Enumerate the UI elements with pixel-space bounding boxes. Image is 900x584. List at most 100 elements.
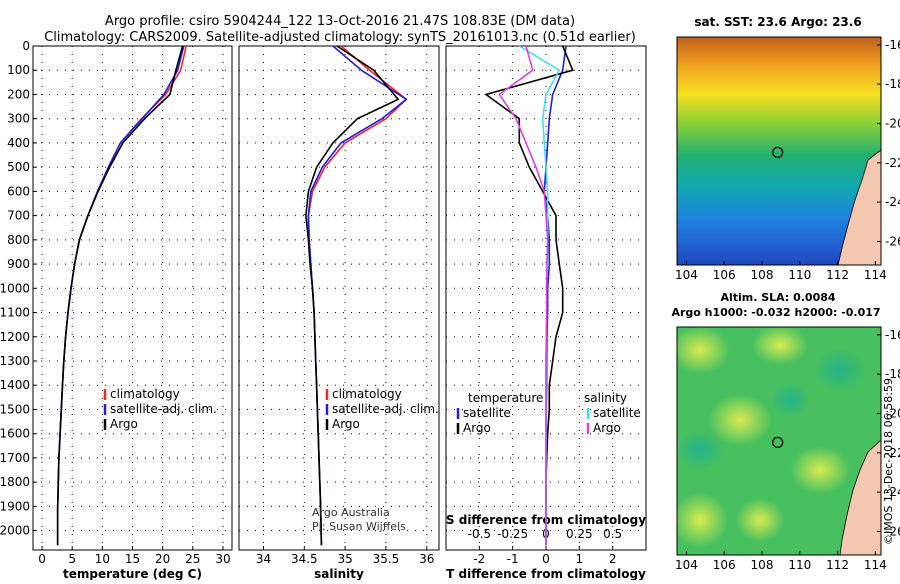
x-tick-label: 108	[751, 558, 774, 572]
y-tick-label: 800	[7, 233, 30, 247]
y-tick-label: -24	[885, 195, 900, 209]
sst-field	[677, 37, 881, 265]
legend-label: satellite-adj. clim.	[110, 402, 217, 416]
y-tick-label: 1000	[0, 281, 30, 295]
x-tick-label: 112	[826, 558, 849, 572]
y-tick-label: -26	[885, 524, 900, 538]
axes-frame	[238, 45, 440, 551]
legend-label: satellite	[593, 406, 641, 420]
sla-blob	[770, 382, 810, 418]
sla-blob	[677, 430, 724, 470]
x-tick-label: 20	[155, 552, 170, 566]
x-tick-label: 34.5	[291, 552, 318, 566]
sla-blob	[814, 348, 866, 392]
y-tick-label: -26	[885, 234, 900, 248]
y-tick-label: 1500	[0, 402, 30, 416]
x-tick-label: 106	[713, 268, 736, 282]
y-tick-label: -22	[885, 446, 900, 460]
x-tick-label: 34	[256, 552, 271, 566]
y-tick-label: 1400	[0, 378, 30, 392]
x-tick-label: 25	[185, 552, 200, 566]
y-tick-label: -20	[885, 406, 900, 420]
legend-label: satellite	[463, 406, 511, 420]
sst-map-frame	[676, 36, 882, 266]
sst_map-axes: 104 106 108 110 112 114 -16 -18 -20 -22 -24 -26	[675, 38, 900, 282]
series-line-argo	[56, 45, 184, 546]
x-tick-label: 2	[609, 552, 617, 566]
x-tick-label: 35	[337, 552, 352, 566]
legend-label: satellite-adj. clim.	[332, 402, 439, 416]
x-tick-label: 35.5	[373, 552, 400, 566]
y-tick-label: 2000	[0, 524, 30, 538]
sla-map-title: Altim. SLA: 0.0084	[720, 291, 835, 304]
legend-title-salinity: salinity	[584, 391, 627, 405]
sst-map-title: sat. SST: 23.6 Argo: 23.6	[694, 15, 861, 29]
sla-blob	[677, 492, 728, 548]
figure-title-line1: Argo profile: csiro 5904244_122 13-Oct-2…	[105, 14, 575, 29]
y-tick-label: 1100	[0, 306, 30, 320]
sla-map-panel: Altim. SLA: 0.0084 Argo h1000: -0.032 h2…	[671, 291, 882, 556]
x-tick-label: 0	[542, 552, 550, 566]
secondary-x-tick-label: -0.5	[468, 527, 491, 541]
x-tick-label: -1	[507, 552, 519, 566]
sla_map-axes: 104 106 108 110 112 114 -16 -18 -20 -22 -24 -26	[675, 328, 900, 572]
x-tick-label: 36	[419, 552, 434, 566]
y-tick-label: 1200	[0, 330, 30, 344]
sla-blob	[790, 446, 850, 494]
x-axis-label: salinity	[314, 567, 364, 580]
sla-map-subtitle: Argo h1000: -0.032 h2000: -0.017	[671, 306, 880, 319]
y-tick-label: -22	[885, 156, 900, 170]
series-line-satellite-adj-clim-	[56, 45, 185, 546]
series-line-temperature-argo	[484, 45, 574, 546]
temperature-panel: 0 5 10 15 20 25 30 temperature (deg C) 0 100 200 30…	[0, 39, 233, 581]
secondary-x-tick-label: 0.5	[603, 527, 622, 541]
argo-location-marker	[772, 146, 784, 158]
x-tick-label: 110	[788, 268, 811, 282]
sla-coastline-land	[839, 439, 881, 555]
series-line-salinity-argo	[498, 45, 549, 546]
y-tick-label: -20	[885, 116, 900, 130]
series-line-satellite-adj-clim-	[307, 45, 408, 546]
series-line-argo	[305, 45, 400, 546]
y-tick-label: -24	[885, 485, 900, 499]
salinity-panel: 34 34.5 35 35.5 36 salinity climatologysatelli…	[238, 45, 440, 581]
y-tick-label: -18	[885, 77, 900, 91]
legend-label: Argo	[332, 417, 360, 431]
y-tick-label: 500	[7, 160, 30, 174]
y-tick-label: -18	[885, 367, 900, 381]
annotation-text: PI: Susan Wijffels	[312, 520, 406, 533]
y-tick-label: -16	[885, 328, 900, 342]
figure-title-line2: Climatology: CARS2009. Satellite-adjuste…	[44, 30, 636, 45]
legend-label: climatology	[332, 387, 402, 401]
argo-location-marker	[772, 436, 784, 448]
series-line-climatology	[307, 45, 408, 546]
x-tick-label: 114	[864, 558, 887, 572]
x-axis-label: T difference from climatology	[446, 567, 646, 580]
x-tick-label: 112	[826, 268, 849, 282]
sla-blob	[752, 327, 808, 365]
differences-panel: -2 -1 0 1 2-0.5 -0.25 0 0.25 0.5S difference fro…	[445, 45, 647, 581]
legend-label: Argo	[110, 417, 138, 431]
x-tick-label: 5	[68, 552, 76, 566]
x-tick-label: 104	[675, 558, 698, 572]
sla-blob	[677, 327, 730, 374]
y-tick-label: 1900	[0, 499, 30, 513]
x-tick-label: 108	[751, 268, 774, 282]
y-tick-label: 1600	[0, 427, 30, 441]
secondary-x-tick-label: -0.25	[497, 527, 528, 541]
x-axis-label: temperature (deg C)	[63, 567, 202, 580]
x-tick-label: 0	[38, 552, 46, 566]
y-tick-label: 200	[7, 87, 30, 101]
sla-blob	[736, 498, 784, 542]
sla-blob	[708, 394, 772, 446]
x-tick-label: 15	[125, 552, 140, 566]
y-tick-label: 300	[7, 112, 30, 126]
x-tick-label: 30	[215, 552, 230, 566]
annotation-text: Argo Australia	[312, 506, 390, 519]
copyright-footer: ©IMOS 13-Dec-2018 06:58:59	[882, 378, 895, 545]
y-tick-label: 700	[7, 209, 30, 223]
axes-frame	[32, 45, 233, 551]
sst-map-panel: sat. SST: 23.6 Argo: 23.6	[676, 15, 882, 266]
legend-label: Argo	[593, 421, 621, 435]
